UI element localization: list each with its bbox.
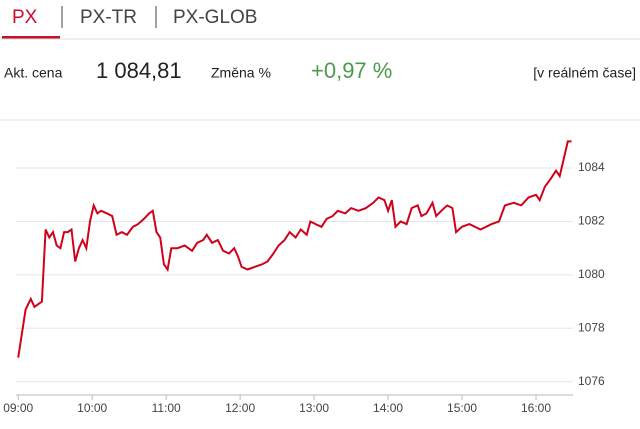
y-tick-label: 1084 (578, 160, 605, 174)
price: 1 084,81 (96, 58, 182, 83)
x-tick-label: 16:00 (521, 401, 551, 415)
x-tick-label: 14:00 (373, 401, 403, 415)
change: +0,97 % (311, 58, 392, 83)
x-tick-label: 09:00 (3, 401, 33, 415)
tab-px[interactable]: PX (12, 7, 38, 28)
x-tick-label: 10:00 (77, 401, 107, 415)
y-tick-label: 1082 (578, 214, 605, 228)
x-tick-label: 11:00 (152, 401, 181, 415)
y-tick-label: 1080 (578, 267, 605, 281)
realtime: [v reálném čase] (533, 65, 636, 81)
x-tick-label: 13:00 (299, 401, 329, 415)
x-tick-label: 12:00 (225, 401, 255, 415)
change-label: Změna % (211, 65, 271, 81)
tab-px-glob[interactable]: PX-GLOB (173, 7, 257, 28)
tab-px-tr[interactable]: PX-TR (80, 7, 137, 28)
chart: 1076 1078 1080 1082 1084 09:00 10:00 11:00 12:00… (0, 119, 640, 415)
price-line (17, 140, 572, 358)
price-label: Akt. cena (4, 65, 63, 81)
y-tick-label: 1076 (578, 374, 605, 388)
y-tick-label: 1078 (578, 320, 605, 334)
x-tick-label: 15:00 (447, 401, 477, 415)
tab-underline (2, 36, 60, 39)
